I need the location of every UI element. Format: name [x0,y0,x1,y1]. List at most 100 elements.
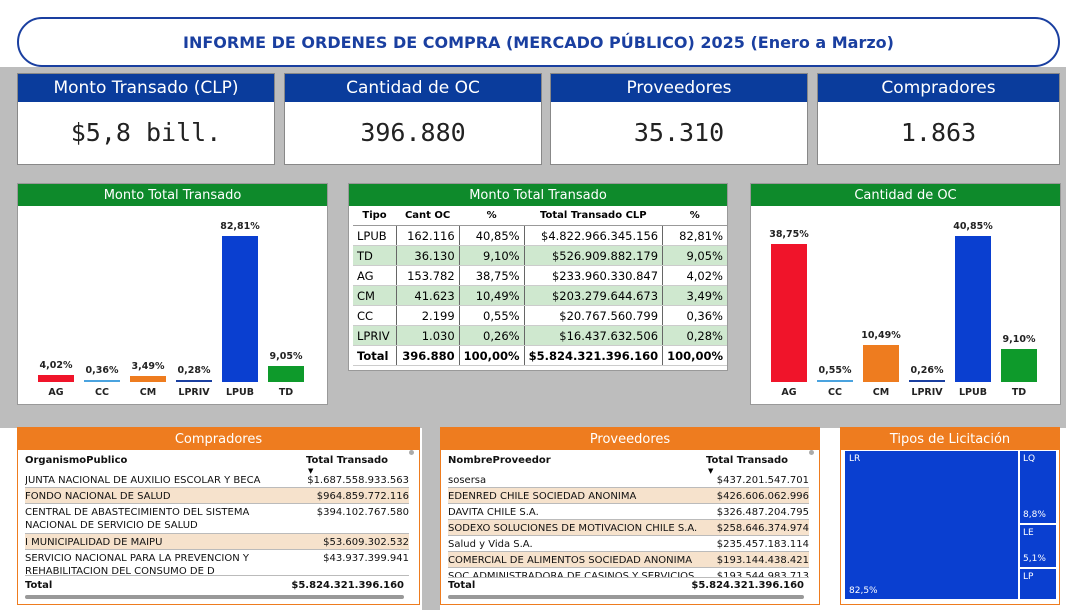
list-item[interactable]: sosersa $437.201.547.701 [448,472,809,488]
scrollbar-horizontal[interactable] [448,595,804,599]
bar-value-label: 38,75% [769,228,809,240]
table-cell: 2.199 [395,305,460,326]
bar-category-label: AG [781,387,797,398]
table-cell: 1.030 [395,325,460,346]
chart-bar[interactable] [38,374,74,382]
chart-bar[interactable] [268,366,304,382]
treemap-code: LP [1023,572,1034,582]
list-item-value: $326.487.204.795 [716,507,809,518]
bar-category-label: LPRIV [178,387,210,398]
bar-category-label: TD [278,387,294,398]
table-cell: AG [353,265,397,286]
treemap-cell-lp[interactable]: LP [1019,568,1057,600]
table-cell: 82,81% [662,225,727,246]
table-total-cell: 100,00% [458,345,525,366]
table-total-cell: 396.880 [395,345,460,366]
list-item[interactable]: I MUNICIPALIDAD DE MAIPU $53.609.302.532 [25,534,409,550]
chart-bar[interactable] [84,380,120,382]
treemap-cell-lr[interactable]: LR 82,5% [844,450,1019,600]
kpi-label: Monto Transado (CLP) [18,74,274,102]
table-row[interactable]: LPUB 162.116 40,85% $4.822.966.345.156 82,81… [353,225,727,246]
chart-bar[interactable] [130,375,166,382]
cantidad-bar-chart: 38,75% AG 0,55% CC 10,49% CM 0,26% LPRIV 40,85% L… [751,206,1060,404]
list-item[interactable]: COMERCIAL DE ALIMENTOS SOCIEDAD ANONIMA $… [448,552,809,568]
treemap-code: LQ [1023,454,1036,464]
table-cell: CC [353,305,397,326]
bar-value-label: 9,10% [1002,334,1036,346]
col-pct-oc[interactable]: % [459,206,525,226]
bar-category-label: LPUB [226,387,254,398]
table-cell: 36.130 [395,245,460,266]
list-item[interactable]: SERVICIO NACIONAL PARA LA PREVENCION Y R… [25,550,409,576]
list-item-value: $193.144.438.421 [716,555,809,566]
panel-header: Monto Total Transado [18,184,327,206]
bar-value-label: 0,55% [818,365,852,376]
col-total-transado[interactable]: Total Transado [306,455,389,466]
table-row[interactable]: AG 153.782 38,75% $233.960.330.847 4,02% [353,265,727,286]
treemap-pct: 5,1% [1023,554,1046,564]
col-total-transado[interactable]: Total Transado [706,455,789,466]
total-value: $5.824.321.396.160 [291,580,404,591]
table-row[interactable]: CM 41.623 10,49% $203.279.644.673 3,49% [353,285,727,306]
col-nombre-proveedor[interactable]: NombreProveedor [448,455,551,466]
chart-bar[interactable] [771,243,807,382]
list-item-value: $193.544.983.713 [716,571,809,578]
monto-chart-panel: Monto Total Transado 4,02% AG 0,36% CC 3,49%… [17,183,328,405]
kpi-label: Cantidad de OC [285,74,541,102]
sort-icon[interactable]: ▼ [308,467,314,475]
monto-table-panel: Monto Total Transado Tipo Cant OC % Tota… [348,183,728,371]
table-header-row: Tipo Cant OC % Total Transado CLP % [353,206,727,226]
table-cell: 0,26% [458,325,525,346]
list-item[interactable]: EDENRED CHILE SOCIEDAD ANONIMA $426.606.0… [448,488,809,504]
scrollbar-horizontal[interactable] [25,595,404,599]
col-tipo[interactable]: Tipo [353,206,397,226]
kpi-value: $5,8 bill. [70,117,222,147]
table-cell: $203.279.644.673 [523,285,663,306]
bar-value-label: 4,02% [39,359,73,371]
col-pct-total[interactable]: % [662,206,727,226]
scrollbar-thumb[interactable] [809,450,814,455]
list-item[interactable]: Salud y Vida S.A. $235.457.183.114 [448,536,809,552]
panel-header: Monto Total Transado [349,184,727,206]
col-cant-oc[interactable]: Cant OC [396,206,460,226]
table-row[interactable]: CC 2.199 0,55% $20.767.560.799 0,36% [353,305,727,326]
treemap-cell-le[interactable]: LE 5,1% [1019,524,1057,568]
chart-bar[interactable] [222,236,258,382]
scrollbar-thumb[interactable] [409,450,414,455]
table-cell: 9,05% [662,245,727,266]
list-item[interactable]: CENTRAL DE ABASTECIMIENTO DEL SISTEMA NA… [25,504,409,534]
col-organismo[interactable]: OrganismoPublico [25,455,128,466]
chart-bar[interactable] [909,380,945,382]
panel-header: Cantidad de OC [751,184,1060,206]
kpi-proveedores: Proveedores 35.310 [550,73,808,165]
table-total-cell: 100,00% [662,345,727,366]
list-item[interactable]: FONDO NACIONAL DE SALUD $964.859.772.116 [25,488,409,504]
list-item[interactable]: SOC ADMINISTRADORA DE CASINOS Y SERVICIO… [448,568,809,578]
proveedores-panel: Proveedores NombreProveedor Total Transa… [440,427,820,605]
table-cell: $20.767.560.799 [523,305,663,326]
table-cell: 9,10% [458,245,525,266]
chart-bar[interactable] [863,344,899,382]
kpi-label: Compradores [818,74,1059,102]
chart-bar[interactable] [1001,349,1037,382]
sort-icon[interactable]: ▼ [708,467,714,475]
table-row[interactable]: LPRIV 1.030 0,26% $16.437.632.506 0,28% [353,325,727,346]
kpi-cantidad-oc: Cantidad de OC 396.880 [284,73,542,165]
table-row[interactable]: TD 36.130 9,10% $526.909.882.179 9,05% [353,245,727,266]
list-item-value: $258.646.374.974 [716,523,809,534]
chart-bar[interactable] [955,236,991,382]
treemap-code: LE [1023,528,1034,538]
treemap-cell-lq[interactable]: LQ 8,8% [1019,450,1057,524]
chart-bar[interactable] [176,380,212,382]
bar-category-label: CC [828,387,842,398]
table-total-cell: Total [353,345,397,366]
list-item[interactable]: DAVITA CHILE S.A. $326.487.204.795 [448,504,809,520]
list-item[interactable]: SODEXO SOLUCIONES DE MOTIVACION CHILE S.… [448,520,809,536]
table-cell: 38,75% [458,265,525,286]
compradores-panel: Compradores OrganismoPublico Total Trans… [17,427,420,605]
table-cell: 0,36% [662,305,727,326]
list-item[interactable]: JUNTA NACIONAL DE AUXILIO ESCOLAR Y BECA… [25,472,409,488]
table-cell: 162.116 [395,225,460,246]
col-total-clp[interactable]: Total Transado CLP [524,206,663,226]
chart-bar[interactable] [817,380,853,382]
